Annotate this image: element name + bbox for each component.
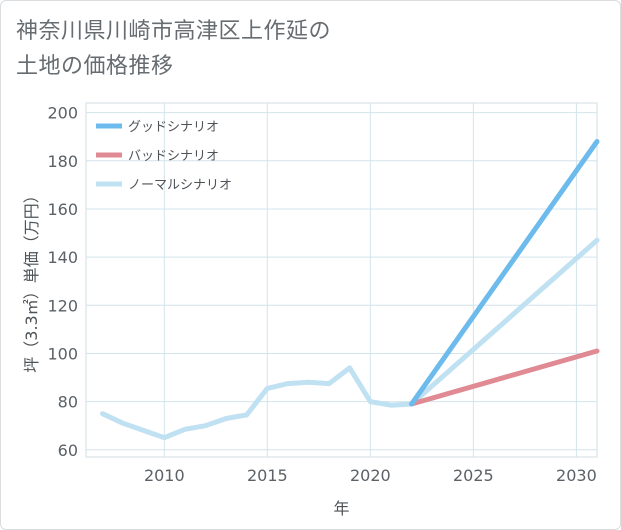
series-line-0	[409, 139, 600, 407]
legend-label-1: バッドシナリオ	[128, 149, 219, 164]
y-axis-ticks: 60 80 100 120 140 160 180 200	[47, 104, 78, 460]
y-tick-label-160: 160	[47, 200, 78, 219]
legend-label-0: グッドシナリオ	[128, 120, 219, 135]
y-tick-label-180: 180	[47, 152, 78, 171]
chart-title-line2: 土地の価格推移	[16, 54, 174, 79]
x-tick-label-2025: 2025	[453, 466, 494, 485]
x-axis-title: 年	[333, 499, 349, 518]
y-tick-label-140: 140	[47, 248, 78, 267]
y-axis-title: 坪（3.3㎡）単価（万円）	[22, 187, 41, 372]
y-tick-label-120: 120	[47, 296, 78, 315]
series-line-1	[409, 348, 600, 407]
plot-area	[85, 102, 598, 458]
series-lines	[100, 139, 600, 441]
chart-title-line1: 神奈川県川崎市高津区上作延の	[16, 19, 332, 44]
chart-title: 神奈川県川崎市高津区上作延の 土地の価格推移	[16, 14, 331, 84]
x-tick-label-2030: 2030	[556, 466, 597, 485]
x-tick-label-2020: 2020	[350, 466, 391, 485]
series-line-2	[100, 237, 600, 441]
y-tick-label-100: 100	[47, 344, 78, 363]
y-tick-label-200: 200	[47, 104, 78, 123]
x-tick-label-2010: 2010	[144, 466, 185, 485]
y-tick-label-80: 80	[58, 393, 78, 412]
x-axis-ticks: 2010 2015 2020 2025 2030	[144, 466, 597, 485]
legend-label-2: ノーマルシナリオ	[128, 178, 232, 193]
y-tick-label-60: 60	[58, 441, 78, 460]
x-tick-label-2015: 2015	[247, 466, 288, 485]
